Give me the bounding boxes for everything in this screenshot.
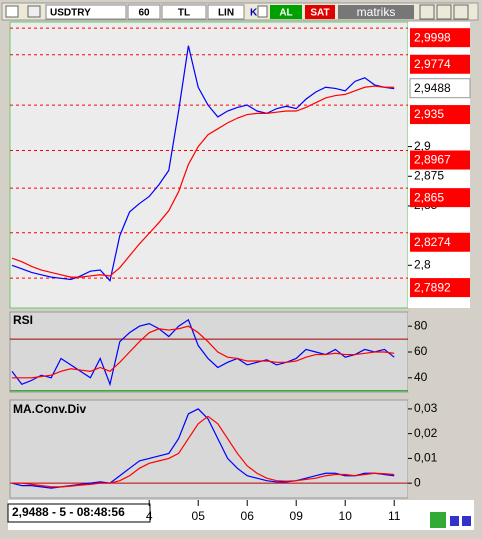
rsi-panel	[9, 311, 409, 393]
print-icon[interactable]	[27, 5, 41, 18]
series-line	[11, 408, 395, 489]
level-box	[410, 28, 470, 48]
y-tick-label: 0,03	[414, 401, 438, 415]
macd-axis	[408, 400, 470, 498]
series-line	[12, 415, 395, 488]
x-tick-label: 10	[339, 509, 353, 523]
level-box	[410, 278, 470, 298]
k-button[interactable]: K	[250, 8, 258, 19]
brand-box	[338, 5, 414, 19]
scroll-left[interactable]	[450, 516, 459, 526]
macd-panel	[9, 399, 409, 499]
brand: matriks	[357, 5, 396, 19]
level-label: 2,9774	[414, 57, 451, 71]
y-tick-label: 80	[414, 318, 428, 332]
level-label: 2,8967	[414, 153, 451, 167]
buy-label: AL	[279, 8, 292, 19]
series-line	[12, 325, 395, 379]
status-box	[7, 503, 151, 523]
currency-box[interactable]	[161, 4, 207, 20]
x-tick-label: 05	[192, 509, 206, 523]
level-label: 2,865	[414, 190, 444, 204]
series-line	[11, 85, 395, 278]
level-box	[410, 54, 470, 74]
sell-button[interactable]	[305, 5, 335, 19]
level-box	[410, 150, 470, 170]
y-tick-label: 2,875	[414, 168, 444, 182]
level-label: 2,9998	[414, 30, 451, 44]
x-tick-label: 09	[290, 509, 304, 523]
series-line	[11, 318, 395, 387]
level-box	[410, 188, 470, 208]
y-tick-label: 40	[414, 370, 428, 384]
y-tick-label: 0	[414, 475, 421, 489]
level-box	[410, 105, 470, 125]
x-tick-label: 4	[146, 509, 153, 523]
minimize-button[interactable]	[419, 4, 435, 20]
buy-button[interactable]	[270, 5, 302, 19]
period-box[interactable]	[127, 4, 161, 20]
last-price-label: 2,9488	[414, 81, 451, 95]
rsi-title: RSI	[13, 313, 33, 327]
symbol-box[interactable]	[45, 4, 127, 20]
menu-icon[interactable]	[5, 5, 19, 18]
check-icon[interactable]	[257, 5, 268, 18]
refresh-button[interactable]	[430, 512, 446, 528]
period: 60	[138, 8, 150, 19]
level-label: 2,8274	[414, 235, 451, 249]
level-label: 2,935	[414, 107, 444, 121]
scale-box[interactable]	[207, 4, 245, 20]
y-tick-label: 0,02	[414, 426, 438, 440]
scroll-right[interactable]	[462, 516, 471, 526]
sell-label: SAT	[310, 8, 329, 19]
y-tick-label: 60	[414, 344, 428, 358]
maximize-button[interactable]	[436, 4, 452, 20]
currency: TL	[178, 8, 190, 19]
close-button[interactable]	[453, 4, 469, 20]
y-tick-label: 2,8	[414, 257, 431, 271]
x-tick-label: 11	[388, 509, 401, 523]
level-box	[410, 232, 470, 252]
last-price-box	[409, 78, 471, 99]
price-panel	[9, 21, 409, 309]
y-tick-label: 0,01	[414, 451, 438, 465]
x-tick-label: 06	[241, 509, 255, 523]
y-tick-label: 2,9	[414, 139, 431, 153]
level-label: 2,7892	[414, 280, 451, 294]
scale: LIN	[218, 8, 234, 19]
status: 2,9488 - 5 - 08:48:56	[12, 505, 125, 519]
symbol: USDTRY	[50, 8, 91, 19]
rsi-axis	[408, 312, 470, 392]
macd-title: MA.Conv.Div	[13, 402, 86, 416]
